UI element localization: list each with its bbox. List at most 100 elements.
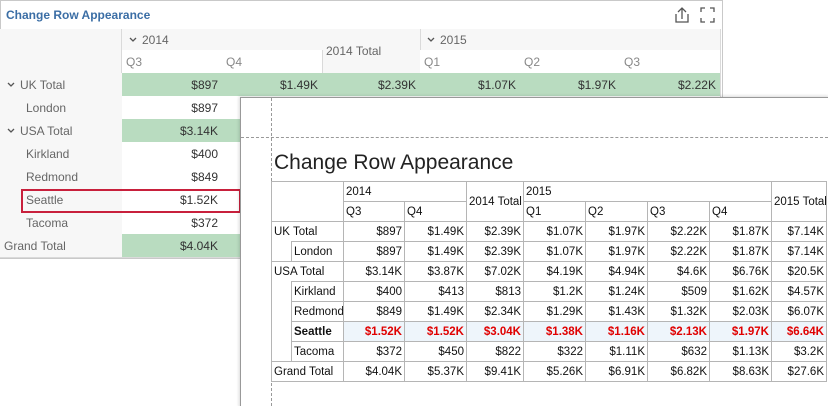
collapse-chevron[interactable] [426,35,436,45]
total-header: 2014 Total [322,29,421,74]
row-indent [0,142,23,166]
value-cell: $450 [404,341,467,362]
value-cell: $1.2K [523,281,586,302]
value-cell: $4.04K [122,234,223,258]
value-cell: $1.11K [585,341,648,362]
value-cell: $897 [122,73,223,97]
row-header: Redmond [22,165,123,189]
row-indent [0,188,23,212]
row-header: Grand Total [0,234,123,258]
value-cell: $7.14K [771,241,827,262]
row-header: UK Total [271,221,344,242]
row-header: Tacoma [291,341,344,362]
quarter-header: Q3 [343,201,405,222]
value-cell: $849 [122,165,223,189]
row-indent [271,301,292,322]
row-header: USA Total [271,261,344,282]
maximize-button[interactable] [700,7,715,23]
value-cell: $400 [343,281,405,302]
value-cell: $1.97K [585,241,648,262]
value-cell: $509 [647,281,710,302]
collapse-chevron[interactable] [6,80,16,90]
row-indent [271,281,292,302]
value-cell: $372 [343,341,405,362]
value-cell: $9.41K [466,361,524,382]
quarter-header: Q2 [520,50,621,74]
collapse-chevron[interactable] [6,126,16,136]
quarter-header: Q3 [620,50,721,74]
row-indent [271,321,292,342]
value-cell: $897 [343,241,405,262]
value-cell: $4.94K [585,261,648,282]
value-cell: $8.63K [709,361,772,382]
value-cell: $813 [466,281,524,302]
quarter-header: Q1 [420,50,521,74]
row-indent [271,241,292,262]
preview-title: Change Row Appearance [274,151,514,174]
value-cell: $1.49K [404,301,467,322]
value-cell: $1.52K [343,321,405,342]
value-cell: $2.22K [620,73,721,97]
value-cell: $3.04K [466,321,524,342]
selection-border [21,189,241,213]
collapse-chevron[interactable] [128,35,138,45]
value-cell: $3.2K [771,341,827,362]
value-cell: $1.49K [404,241,467,262]
value-cell: $400 [122,142,223,166]
quarter-header: Q3 [122,50,223,74]
value-cell: $6.64K [771,321,827,342]
value-cell: $1.43K [585,301,648,322]
value-cell: $2.22K [647,241,710,262]
value-cell: $1.97K [709,321,772,342]
row-indent [0,211,23,235]
value-cell: $1.13K [709,341,772,362]
value-cell: $1.16K [585,321,648,342]
quarter-header: Q4 [404,201,467,222]
year-header[interactable]: 2015 [420,29,721,51]
value-cell: $1.32K [647,301,710,322]
value-cell: $822 [466,341,524,362]
value-cell: $413 [404,281,467,302]
value-cell: $1.62K [709,281,772,302]
chevron-icon [7,82,15,87]
value-cell: $897 [343,221,405,242]
year-header: 2015 [523,181,772,202]
row-header: London [22,96,123,120]
year-header: 2014 [343,181,467,202]
row-header: London [291,241,344,262]
value-cell: $1.87K [709,241,772,262]
row-header: Grand Total [271,361,344,382]
value-cell: $6.82K [647,361,710,382]
value-cell: $4.6K [647,261,710,282]
value-cell: $2.34K [466,301,524,322]
value-cell: $2.39K [322,73,421,97]
value-cell: $849 [343,301,405,322]
row-header[interactable]: USA Total [0,119,123,143]
value-cell: $27.6K [771,361,827,382]
quarter-header: Q2 [585,201,648,222]
value-cell: $7.14K [771,221,827,242]
value-cell: $3.87K [404,261,467,282]
widget-title: Change Row Appearance [6,8,151,22]
value-cell: $1.87K [709,221,772,242]
corner-header [271,181,344,222]
value-cell: $3.14K [122,119,223,143]
value-cell: $6.91K [585,361,648,382]
year-header[interactable]: 2014 [122,29,323,51]
row-header[interactable]: UK Total [0,73,123,97]
margin-line [241,137,828,138]
value-cell: $322 [523,341,586,362]
row-header: Kirkland [22,142,123,166]
value-cell: $2.22K [647,221,710,242]
export-button[interactable] [675,7,689,23]
value-cell: $4.04K [343,361,405,382]
row-indent [0,165,23,189]
value-cell: $1.49K [222,73,323,97]
value-cell: $1.52K [404,321,467,342]
quarter-header: Q4 [709,201,772,222]
value-cell: $5.37K [404,361,467,382]
row-indent [0,96,23,120]
value-cell: $1.07K [420,73,521,97]
value-cell: $4.19K [523,261,586,282]
